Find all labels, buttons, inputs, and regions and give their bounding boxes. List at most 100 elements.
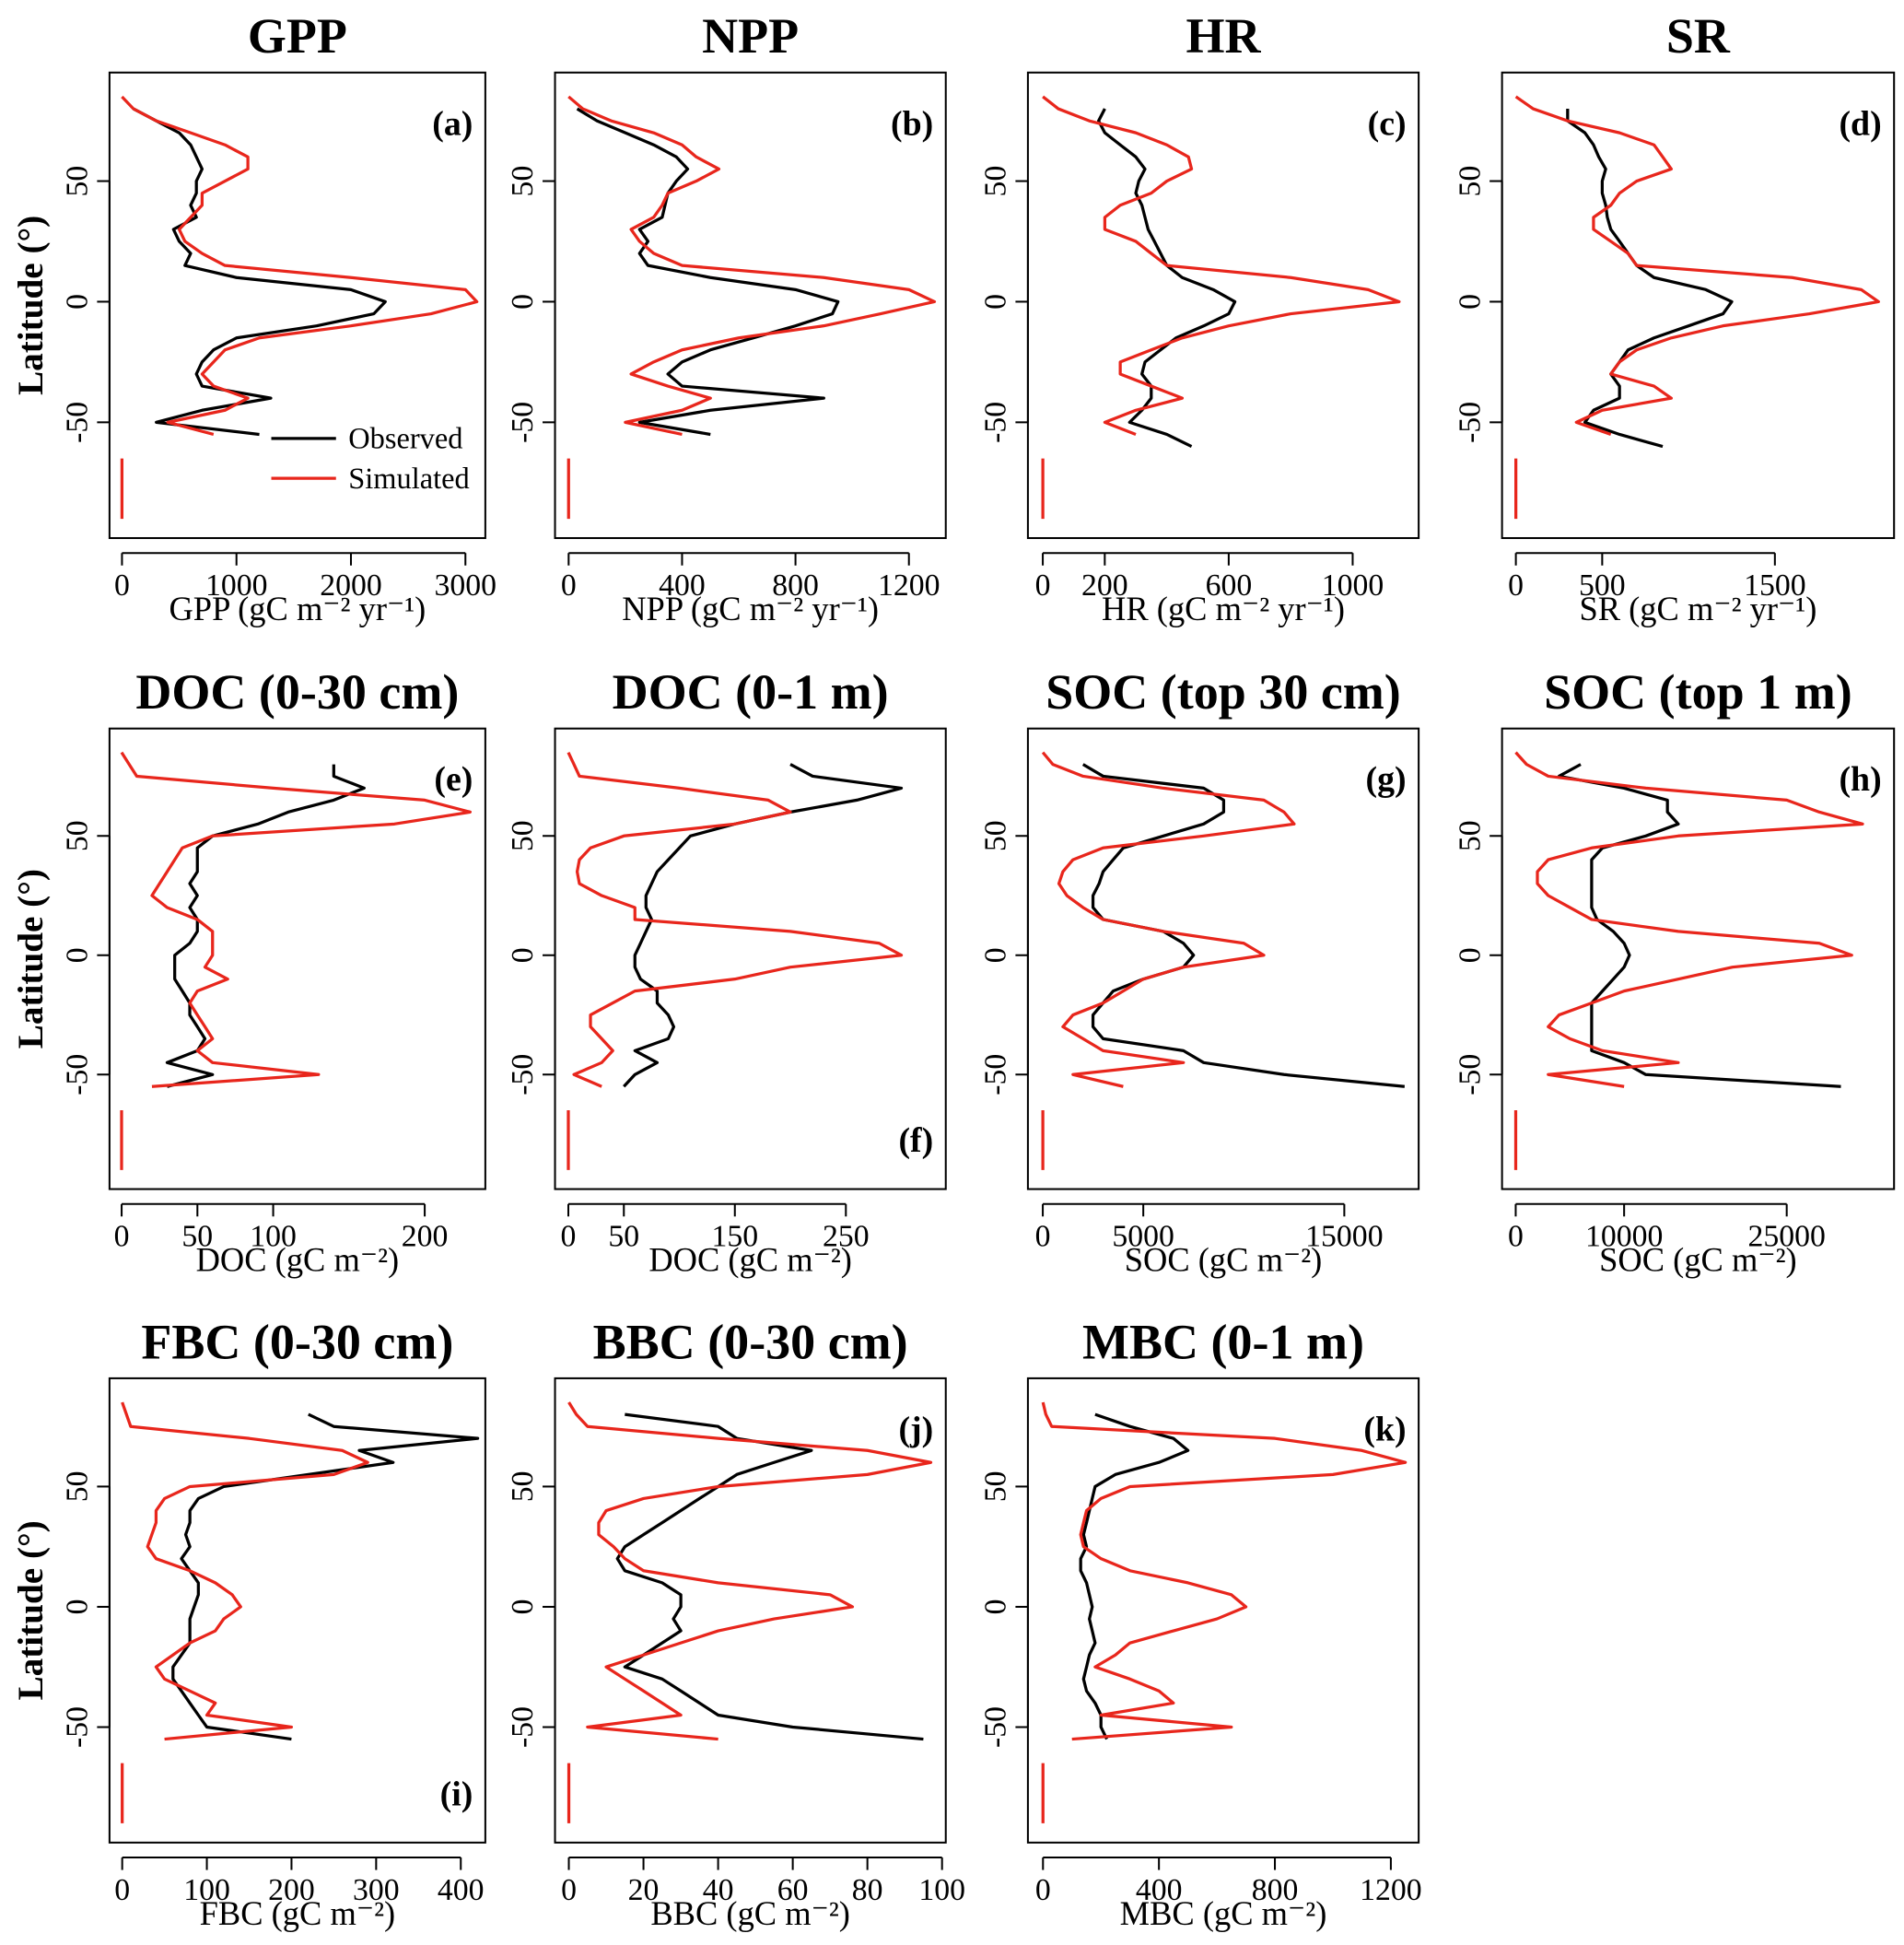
y-tick-label: 0: [506, 947, 540, 963]
x-tick-label: 800: [772, 568, 819, 603]
panel-label: (j): [898, 1410, 933, 1448]
y-tick-label: 50: [1453, 166, 1487, 197]
x-axis-label: DOC (gC m⁻²): [196, 1242, 400, 1279]
x-tick-label: 25000: [1747, 1220, 1825, 1254]
x-tick-label: 2000: [320, 568, 382, 603]
x-tick-label: 10000: [1585, 1220, 1663, 1254]
plot-box: [554, 71, 947, 540]
x-tick-label: 80: [852, 1873, 883, 1907]
x-tick-label: 0: [1508, 1220, 1524, 1254]
y-tick-label: -50: [61, 1706, 95, 1748]
plot-box: [108, 1377, 486, 1844]
x-tick-label: 1500: [1744, 568, 1806, 603]
panel-label: (f): [898, 1121, 933, 1160]
x-tick-label: 400: [1136, 1873, 1183, 1907]
y-tick-label: 0: [1453, 294, 1487, 310]
y-tick-label: -50: [1453, 402, 1487, 443]
panel-label: (i): [440, 1775, 473, 1813]
x-tick-label: 200: [402, 1220, 449, 1254]
y-tick-label: 0: [979, 947, 1013, 963]
y-tick-label: 0: [61, 294, 95, 310]
x-tick-label: 250: [823, 1220, 870, 1254]
x-tick-label: 400: [438, 1873, 485, 1907]
x-tick-label: 0: [561, 568, 577, 603]
y-tick-label: 0: [979, 294, 1013, 310]
y-tick-label: 50: [979, 166, 1013, 197]
y-tick-label: 0: [1453, 947, 1487, 963]
panel-label: (a): [432, 104, 473, 143]
panel-label: (e): [434, 760, 473, 799]
data-line: [615, 1412, 924, 1741]
x-axis-label: FBC (gC m⁻²): [200, 1895, 396, 1932]
x-tick-label: 0: [1035, 1873, 1051, 1907]
y-tick-label: -50: [61, 402, 95, 443]
data-line: [1566, 109, 1734, 449]
y-tick-label: 0: [979, 1599, 1013, 1615]
y-tick-label: 50: [61, 1471, 95, 1503]
data-line: [1079, 1412, 1190, 1740]
x-tick-label: 1000: [205, 568, 268, 603]
panel-title: FBC (0-30 cm): [141, 1314, 453, 1369]
y-tick-label: 0: [506, 294, 540, 310]
data-line: [1041, 95, 1401, 520]
data-line: [165, 764, 366, 1088]
y-tick-label: -50: [979, 1706, 1013, 1748]
y-tick-label: -50: [1453, 1054, 1487, 1096]
x-tick-label: 50: [181, 1220, 213, 1254]
panel-title: BBC (0-30 cm): [593, 1314, 908, 1369]
panel-title: HR: [1186, 8, 1261, 64]
x-tick-label: 0: [114, 1873, 130, 1907]
data-line: [171, 1412, 480, 1741]
x-tick-label: 600: [1206, 568, 1253, 603]
data-line: [576, 107, 840, 437]
x-tick-label: 0: [114, 568, 130, 603]
panel-label: (c): [1368, 104, 1407, 143]
x-tick-label: 1200: [878, 568, 940, 603]
panel-label: (h): [1839, 760, 1881, 799]
x-tick-label: 15000: [1305, 1220, 1383, 1254]
x-tick-label: 0: [1508, 568, 1524, 603]
x-tick-label: 100: [250, 1220, 297, 1254]
y-axis-label: Latitude (°): [11, 869, 51, 1049]
x-tick-label: 3000: [434, 568, 496, 603]
plot-box: [1026, 727, 1420, 1190]
plot-box: [108, 727, 486, 1190]
y-tick-label: 0: [61, 947, 95, 963]
y-tick-label: 50: [979, 1471, 1013, 1503]
panel-title: SOC (top 1 m): [1544, 664, 1852, 720]
legend-label: Observed: [348, 423, 462, 456]
panel-label: (g): [1366, 760, 1407, 799]
y-tick-label: 0: [61, 1599, 95, 1615]
y-tick-label: 0: [506, 1599, 540, 1615]
data-line: [1513, 751, 1864, 1170]
y-tick-label: -50: [979, 1054, 1013, 1096]
data-line: [567, 1401, 933, 1823]
y-axis-label: Latitude (°): [11, 216, 51, 395]
y-axis-label: Latitude (°): [11, 1520, 51, 1700]
x-axis-label: BBC (gC m⁻²): [650, 1895, 850, 1932]
data-line: [1097, 108, 1237, 449]
data-line: [1041, 1401, 1408, 1823]
panel-title: DOC (0-1 m): [613, 664, 889, 720]
x-tick-label: 0: [114, 1220, 130, 1254]
x-tick-label: 800: [1252, 1873, 1299, 1907]
x-tick-label: 100: [918, 1873, 965, 1907]
panel-label: (b): [891, 104, 933, 143]
x-tick-label: 0: [561, 1873, 577, 1907]
x-tick-label: 150: [711, 1220, 758, 1254]
y-tick-label: 50: [61, 820, 95, 851]
data-line: [567, 751, 904, 1170]
y-tick-label: 50: [1453, 820, 1487, 851]
x-tick-label: 200: [268, 1873, 315, 1907]
panel-label: (d): [1839, 104, 1881, 143]
legend-label: Simulated: [348, 463, 469, 496]
data-line: [1557, 763, 1841, 1088]
data-line: [1041, 751, 1296, 1170]
x-axis-label: SOC (gC m⁻²): [1125, 1242, 1323, 1279]
y-tick-label: 50: [506, 1471, 540, 1503]
x-tick-label: 400: [659, 568, 706, 603]
x-tick-label: 300: [353, 1873, 400, 1907]
plot-box: [1501, 71, 1896, 540]
y-tick-label: -50: [506, 402, 540, 443]
data-line: [120, 751, 473, 1170]
